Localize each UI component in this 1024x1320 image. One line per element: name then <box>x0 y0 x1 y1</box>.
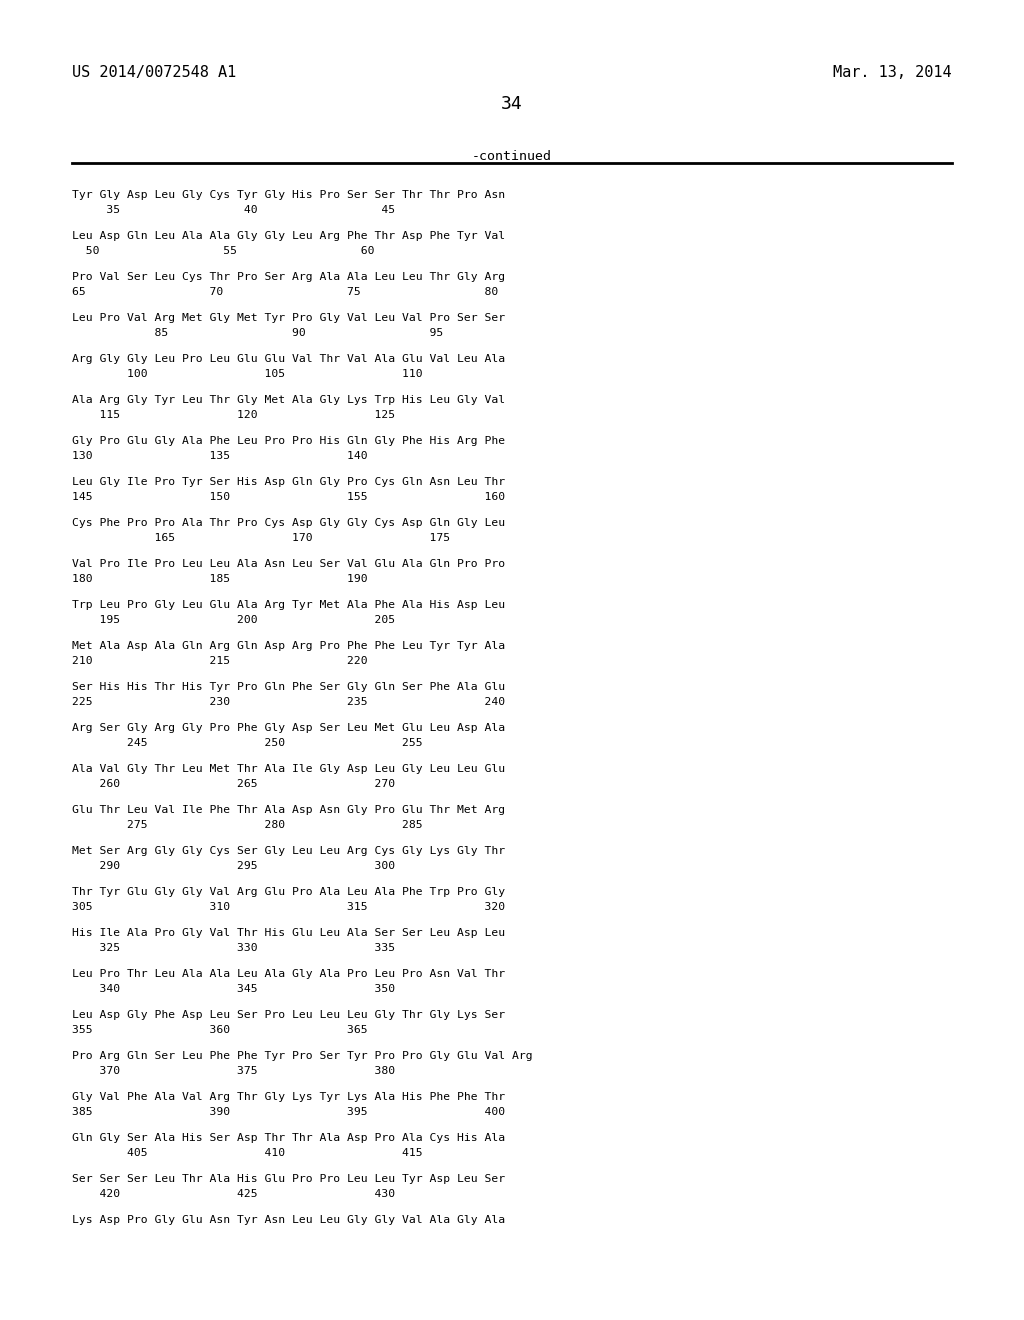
Text: 34: 34 <box>501 95 523 114</box>
Text: Met Ser Arg Gly Gly Cys Ser Gly Leu Leu Arg Cys Gly Lys Gly Thr: Met Ser Arg Gly Gly Cys Ser Gly Leu Leu … <box>72 846 505 855</box>
Text: 225                 230                 235                 240: 225 230 235 240 <box>72 697 505 708</box>
Text: 305                 310                 315                 320: 305 310 315 320 <box>72 902 505 912</box>
Text: Pro Arg Gln Ser Leu Phe Phe Tyr Pro Ser Tyr Pro Pro Gly Glu Val Arg: Pro Arg Gln Ser Leu Phe Phe Tyr Pro Ser … <box>72 1051 532 1061</box>
Text: Leu Pro Val Arg Met Gly Met Tyr Pro Gly Val Leu Val Pro Ser Ser: Leu Pro Val Arg Met Gly Met Tyr Pro Gly … <box>72 313 505 323</box>
Text: Ala Arg Gly Tyr Leu Thr Gly Met Ala Gly Lys Trp His Leu Gly Val: Ala Arg Gly Tyr Leu Thr Gly Met Ala Gly … <box>72 395 505 405</box>
Text: Pro Val Ser Leu Cys Thr Pro Ser Arg Ala Ala Leu Leu Thr Gly Arg: Pro Val Ser Leu Cys Thr Pro Ser Arg Ala … <box>72 272 505 282</box>
Text: Gly Val Phe Ala Val Arg Thr Gly Lys Tyr Lys Ala His Phe Phe Thr: Gly Val Phe Ala Val Arg Thr Gly Lys Tyr … <box>72 1092 505 1102</box>
Text: -continued: -continued <box>472 150 552 162</box>
Text: Leu Asp Gly Phe Asp Leu Ser Pro Leu Leu Leu Gly Thr Gly Lys Ser: Leu Asp Gly Phe Asp Leu Ser Pro Leu Leu … <box>72 1010 505 1020</box>
Text: Gly Pro Glu Gly Ala Phe Leu Pro Pro His Gln Gly Phe His Arg Phe: Gly Pro Glu Gly Ala Phe Leu Pro Pro His … <box>72 436 505 446</box>
Text: Cys Phe Pro Pro Ala Thr Pro Cys Asp Gly Gly Cys Asp Gln Gly Leu: Cys Phe Pro Pro Ala Thr Pro Cys Asp Gly … <box>72 517 505 528</box>
Text: 115                 120                 125: 115 120 125 <box>72 411 395 420</box>
Text: Arg Ser Gly Arg Gly Pro Phe Gly Asp Ser Leu Met Glu Leu Asp Ala: Arg Ser Gly Arg Gly Pro Phe Gly Asp Ser … <box>72 723 505 733</box>
Text: Val Pro Ile Pro Leu Leu Ala Asn Leu Ser Val Glu Ala Gln Pro Pro: Val Pro Ile Pro Leu Leu Ala Asn Leu Ser … <box>72 558 505 569</box>
Text: Mar. 13, 2014: Mar. 13, 2014 <box>834 65 952 81</box>
Text: 290                 295                 300: 290 295 300 <box>72 861 395 871</box>
Text: 100                 105                 110: 100 105 110 <box>72 370 423 379</box>
Text: 260                 265                 270: 260 265 270 <box>72 779 395 789</box>
Text: 195                 200                 205: 195 200 205 <box>72 615 395 624</box>
Text: Thr Tyr Glu Gly Gly Val Arg Glu Pro Ala Leu Ala Phe Trp Pro Gly: Thr Tyr Glu Gly Gly Val Arg Glu Pro Ala … <box>72 887 505 898</box>
Text: 35                  40                  45: 35 40 45 <box>72 205 395 215</box>
Text: 65                  70                  75                  80: 65 70 75 80 <box>72 286 499 297</box>
Text: 275                 280                 285: 275 280 285 <box>72 820 423 830</box>
Text: Glu Thr Leu Val Ile Phe Thr Ala Asp Asn Gly Pro Glu Thr Met Arg: Glu Thr Leu Val Ile Phe Thr Ala Asp Asn … <box>72 805 505 814</box>
Text: Met Ala Asp Ala Gln Arg Gln Asp Arg Pro Phe Phe Leu Tyr Tyr Ala: Met Ala Asp Ala Gln Arg Gln Asp Arg Pro … <box>72 642 505 651</box>
Text: 130                 135                 140: 130 135 140 <box>72 451 368 461</box>
Text: US 2014/0072548 A1: US 2014/0072548 A1 <box>72 65 237 81</box>
Text: Leu Pro Thr Leu Ala Ala Leu Ala Gly Ala Pro Leu Pro Asn Val Thr: Leu Pro Thr Leu Ala Ala Leu Ala Gly Ala … <box>72 969 505 979</box>
Text: Ser His His Thr His Tyr Pro Gln Phe Ser Gly Gln Ser Phe Ala Glu: Ser His His Thr His Tyr Pro Gln Phe Ser … <box>72 682 505 692</box>
Text: 145                 150                 155                 160: 145 150 155 160 <box>72 492 505 502</box>
Text: His Ile Ala Pro Gly Val Thr His Glu Leu Ala Ser Ser Leu Asp Leu: His Ile Ala Pro Gly Val Thr His Glu Leu … <box>72 928 505 939</box>
Text: 50                  55                  60: 50 55 60 <box>72 246 375 256</box>
Text: 165                 170                 175: 165 170 175 <box>72 533 451 543</box>
Text: 245                 250                 255: 245 250 255 <box>72 738 423 748</box>
Text: 180                 185                 190: 180 185 190 <box>72 574 368 583</box>
Text: Leu Asp Gln Leu Ala Ala Gly Gly Leu Arg Phe Thr Asp Phe Tyr Val: Leu Asp Gln Leu Ala Ala Gly Gly Leu Arg … <box>72 231 505 242</box>
Text: 385                 390                 395                 400: 385 390 395 400 <box>72 1107 505 1117</box>
Text: 325                 330                 335: 325 330 335 <box>72 942 395 953</box>
Text: Tyr Gly Asp Leu Gly Cys Tyr Gly His Pro Ser Ser Thr Thr Pro Asn: Tyr Gly Asp Leu Gly Cys Tyr Gly His Pro … <box>72 190 505 201</box>
Text: 370                 375                 380: 370 375 380 <box>72 1067 395 1076</box>
Text: 405                 410                 415: 405 410 415 <box>72 1148 423 1158</box>
Text: 355                 360                 365: 355 360 365 <box>72 1026 368 1035</box>
Text: Ala Val Gly Thr Leu Met Thr Ala Ile Gly Asp Leu Gly Leu Leu Glu: Ala Val Gly Thr Leu Met Thr Ala Ile Gly … <box>72 764 505 774</box>
Text: Leu Gly Ile Pro Tyr Ser His Asp Gln Gly Pro Cys Gln Asn Leu Thr: Leu Gly Ile Pro Tyr Ser His Asp Gln Gly … <box>72 477 505 487</box>
Text: Arg Gly Gly Leu Pro Leu Glu Glu Val Thr Val Ala Glu Val Leu Ala: Arg Gly Gly Leu Pro Leu Glu Glu Val Thr … <box>72 354 505 364</box>
Text: 210                 215                 220: 210 215 220 <box>72 656 368 667</box>
Text: Ser Ser Ser Leu Thr Ala His Glu Pro Pro Leu Leu Tyr Asp Leu Ser: Ser Ser Ser Leu Thr Ala His Glu Pro Pro … <box>72 1173 505 1184</box>
Text: 85                  90                  95: 85 90 95 <box>72 327 443 338</box>
Text: Trp Leu Pro Gly Leu Glu Ala Arg Tyr Met Ala Phe Ala His Asp Leu: Trp Leu Pro Gly Leu Glu Ala Arg Tyr Met … <box>72 601 505 610</box>
Text: Gln Gly Ser Ala His Ser Asp Thr Thr Ala Asp Pro Ala Cys His Ala: Gln Gly Ser Ala His Ser Asp Thr Thr Ala … <box>72 1133 505 1143</box>
Text: 340                 345                 350: 340 345 350 <box>72 983 395 994</box>
Text: Lys Asp Pro Gly Glu Asn Tyr Asn Leu Leu Gly Gly Val Ala Gly Ala: Lys Asp Pro Gly Glu Asn Tyr Asn Leu Leu … <box>72 1214 505 1225</box>
Text: 420                 425                 430: 420 425 430 <box>72 1189 395 1199</box>
